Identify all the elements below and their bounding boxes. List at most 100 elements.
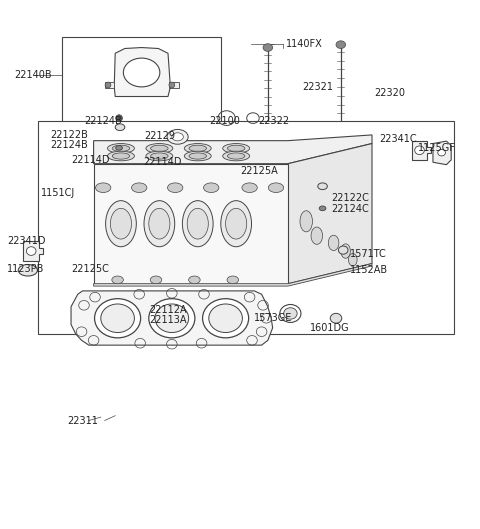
Ellipse shape [189,145,206,151]
Polygon shape [105,82,114,88]
Ellipse shape [172,133,183,141]
Text: 22113A: 22113A [149,315,186,325]
Ellipse shape [284,308,297,319]
Ellipse shape [106,200,136,247]
Text: 22122B: 22122B [50,130,88,140]
Text: 22341C: 22341C [379,134,417,144]
Ellipse shape [207,312,223,323]
Ellipse shape [189,276,200,284]
Ellipse shape [149,299,195,338]
Ellipse shape [151,145,168,151]
Text: 22122C: 22122C [331,193,369,203]
Text: 22114D: 22114D [143,157,181,167]
Ellipse shape [300,211,312,232]
Ellipse shape [116,115,122,122]
Ellipse shape [144,200,175,247]
Ellipse shape [112,153,130,159]
Ellipse shape [116,145,122,150]
Ellipse shape [95,299,141,338]
Ellipse shape [199,296,231,318]
Polygon shape [169,82,179,88]
Ellipse shape [203,299,249,338]
Ellipse shape [204,299,226,314]
Ellipse shape [268,183,284,193]
Ellipse shape [203,309,227,326]
Text: 22112A: 22112A [149,305,186,315]
Text: 1140FX: 1140FX [286,39,323,49]
Polygon shape [288,143,372,284]
Ellipse shape [115,124,125,131]
Ellipse shape [169,82,175,88]
Ellipse shape [167,130,188,144]
Text: 22341D: 22341D [7,236,46,247]
Text: 22311: 22311 [67,415,98,425]
Ellipse shape [242,183,257,193]
Ellipse shape [184,151,211,161]
Text: 1123PB: 1123PB [7,264,45,275]
Ellipse shape [149,208,170,239]
Ellipse shape [228,153,245,159]
Ellipse shape [221,200,252,247]
Polygon shape [23,241,43,261]
Ellipse shape [226,208,247,239]
Text: 22320: 22320 [374,88,406,98]
Ellipse shape [311,227,323,244]
Polygon shape [62,37,221,123]
Text: 22100: 22100 [209,115,240,125]
Polygon shape [94,263,372,286]
Text: 1151CJ: 1151CJ [41,188,75,198]
Text: 1152AB: 1152AB [350,265,388,275]
Ellipse shape [150,276,162,284]
Text: 1601DG: 1601DG [310,323,349,333]
Text: 1125GF: 1125GF [418,143,456,153]
Ellipse shape [187,208,208,239]
Polygon shape [412,141,431,160]
Ellipse shape [18,264,37,276]
Ellipse shape [280,305,301,323]
Ellipse shape [223,151,250,161]
Ellipse shape [108,151,134,161]
Ellipse shape [112,145,130,151]
Ellipse shape [227,276,239,284]
Ellipse shape [348,253,357,266]
Ellipse shape [151,153,168,159]
Ellipse shape [263,44,273,51]
Polygon shape [71,291,273,345]
Ellipse shape [96,183,111,193]
Ellipse shape [209,304,242,333]
Ellipse shape [318,183,327,189]
Text: 22322: 22322 [258,115,289,125]
Ellipse shape [328,235,339,251]
Text: 22125C: 22125C [71,264,109,275]
Polygon shape [38,121,454,334]
Ellipse shape [182,200,213,247]
Polygon shape [94,163,288,284]
Ellipse shape [105,82,111,88]
Ellipse shape [336,41,346,49]
Ellipse shape [415,146,424,154]
Text: 22124B: 22124B [84,115,122,125]
Ellipse shape [330,313,342,323]
Ellipse shape [132,183,147,193]
Ellipse shape [146,151,173,161]
Polygon shape [94,135,372,163]
Ellipse shape [146,143,173,153]
Text: 22124B: 22124B [50,141,88,150]
Text: 22129: 22129 [144,131,175,141]
Text: 22114D: 22114D [71,155,109,165]
Ellipse shape [168,183,183,193]
Ellipse shape [341,244,350,258]
Text: 22140B: 22140B [14,70,52,80]
Ellipse shape [112,276,123,284]
Polygon shape [114,48,170,96]
Ellipse shape [223,143,250,153]
Ellipse shape [338,246,348,254]
Ellipse shape [438,149,445,156]
Ellipse shape [319,206,326,211]
Text: 22125A: 22125A [240,166,278,176]
Ellipse shape [155,304,189,333]
Ellipse shape [184,143,211,153]
Ellipse shape [189,153,206,159]
Text: 1571TC: 1571TC [350,249,387,259]
Ellipse shape [101,304,134,333]
